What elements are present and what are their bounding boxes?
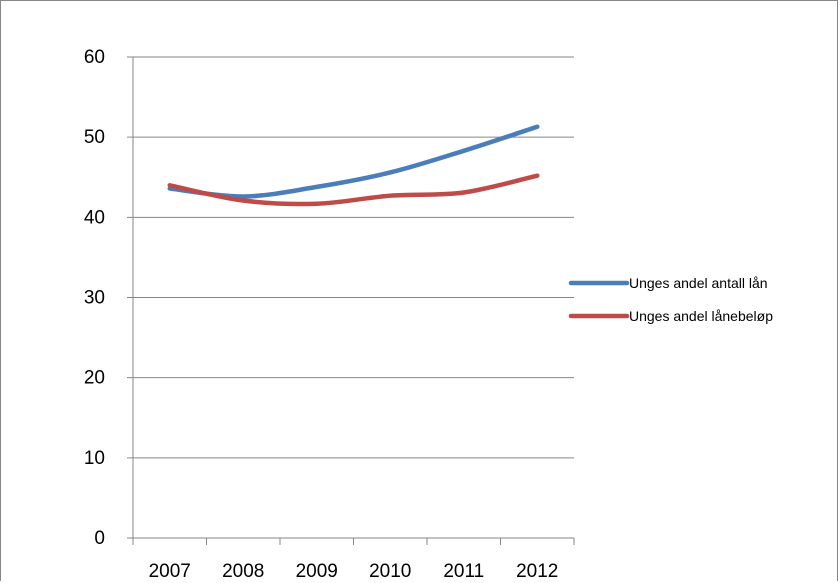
y-tick-label: 60 [84, 47, 105, 68]
y-tick-label: 30 [84, 288, 105, 309]
y-tick-label: 50 [84, 127, 105, 148]
series-line-2 [167, 173, 540, 207]
series-1-point [462, 149, 466, 153]
x-tick-label: 2007 [149, 561, 191, 582]
x-tick-labels: 2007 2008 2009 2010 2011 2012 [149, 561, 559, 582]
series-2-point [462, 190, 466, 194]
legend-label: Unges andel lånebeløp [629, 308, 773, 324]
legend: Unges andel antall lån Unges andel lånebe… [568, 275, 773, 324]
series-line-1 [167, 124, 540, 199]
series-2-point [168, 183, 172, 187]
x-tick-label: 2008 [222, 561, 264, 582]
axes [127, 57, 575, 545]
series-1-point [315, 185, 319, 189]
series-1-point [241, 194, 245, 198]
gridlines [127, 56, 574, 459]
y-tick-label: 0 [94, 528, 105, 549]
x-tick-label: 2012 [516, 561, 558, 582]
series-2-point [315, 202, 319, 206]
series-2-point [535, 174, 539, 178]
x-tick-label: 2011 [443, 561, 484, 582]
y-tick-label: 20 [84, 368, 105, 389]
legend-label: Unges andel antall lån [629, 275, 768, 291]
y-tick-label: 40 [84, 207, 105, 228]
series-2-point [388, 194, 392, 198]
y-tick-labels: 0 10 20 30 40 50 60 [84, 47, 105, 549]
series-1-point [388, 170, 392, 174]
x-tick-label: 2009 [296, 561, 338, 582]
series-2-point [241, 198, 245, 202]
x-tick-label: 2010 [369, 561, 411, 582]
series-1-point [535, 125, 539, 129]
y-tick-label: 10 [84, 448, 105, 469]
series-lines [167, 124, 540, 207]
